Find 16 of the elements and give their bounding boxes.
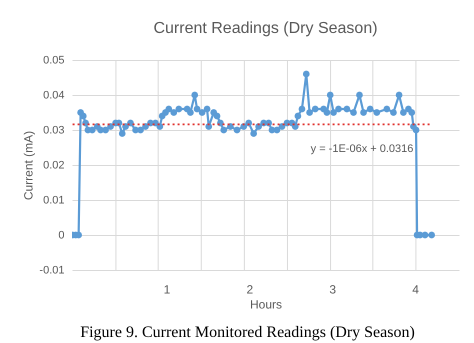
y-tick-label: -0.01: [39, 264, 64, 276]
x-tick-label: 2: [246, 282, 254, 296]
caption: Figure 9. Current Monitored Readings (Dry Season): [80, 324, 415, 341]
x-tick-label: 4: [412, 282, 420, 296]
y-tick-label: 0.05: [43, 54, 64, 66]
y-tick-label: 0.04: [43, 90, 64, 102]
y-tick-label: 0.03: [43, 124, 64, 136]
chart-title: Current Readings (Dry Season): [153, 20, 378, 37]
y-axis-title: Current (mA): [21, 130, 36, 200]
x-axis-title: Hours: [250, 298, 282, 312]
x-tick-label: 1: [164, 282, 171, 296]
y-tick-label: 0.02: [43, 160, 64, 172]
y-tick-label: 0.01: [43, 194, 64, 206]
x-tick-label: 3: [329, 282, 336, 296]
y-tick-label: 0: [58, 230, 64, 242]
annotation: y = -1E-06x + 0.0316: [310, 143, 414, 155]
